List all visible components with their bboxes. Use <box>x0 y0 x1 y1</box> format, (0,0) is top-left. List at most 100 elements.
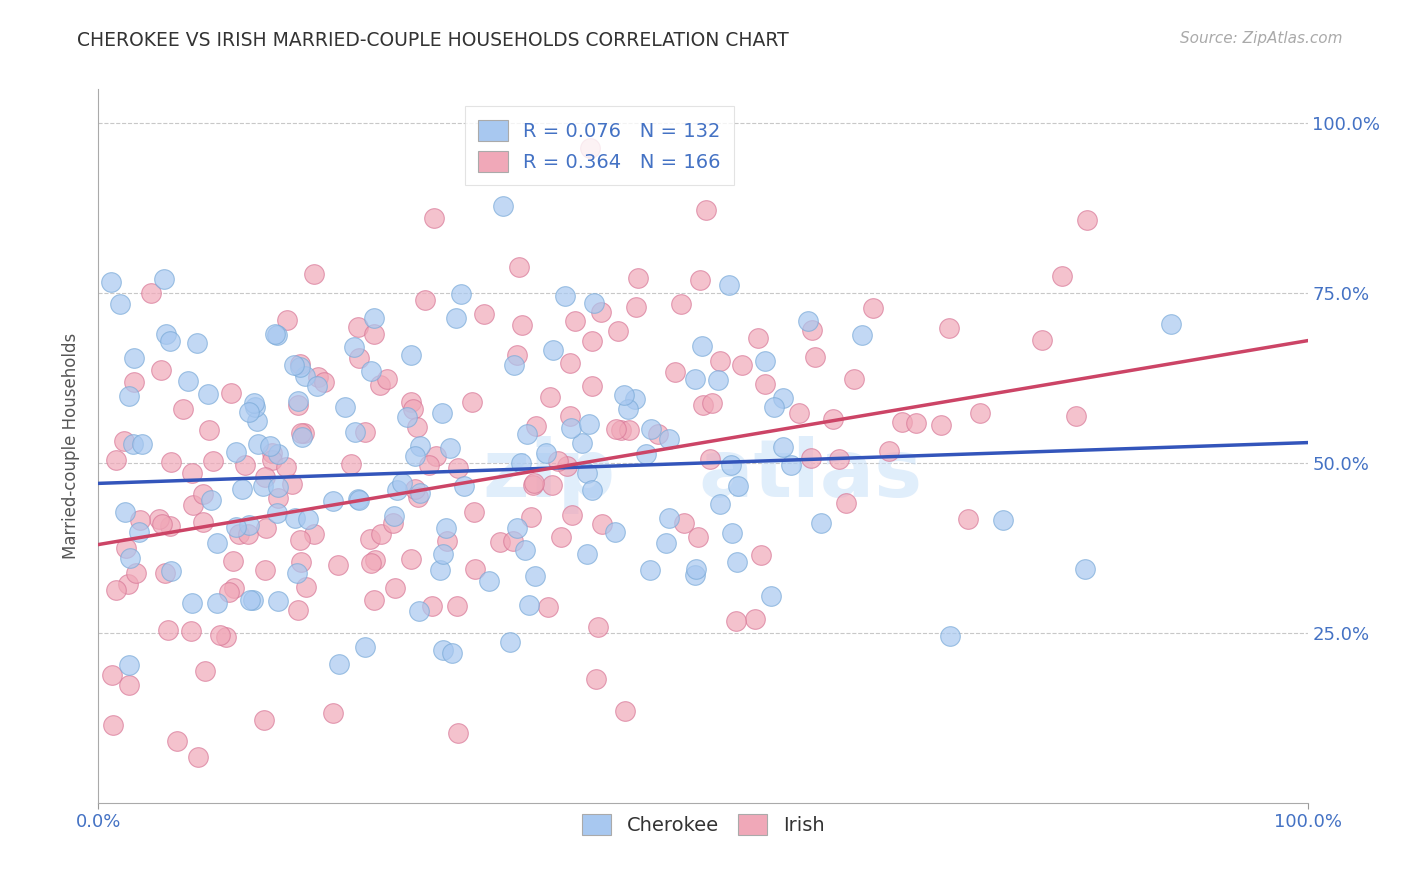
Point <box>571 435 593 450</box>
Point <box>517 599 540 613</box>
Point <box>117 577 139 591</box>
Point <box>156 624 179 638</box>
Point <box>405 482 427 496</box>
Point <box>749 548 772 562</box>
Point <box>288 357 311 371</box>
Point <box>432 547 454 561</box>
Point <box>180 466 202 480</box>
Point <box>197 386 219 401</box>
Point <box>101 668 124 682</box>
Point <box>155 327 177 342</box>
Point <box>193 515 215 529</box>
Point <box>425 449 447 463</box>
Point <box>654 535 676 549</box>
Point <box>513 542 536 557</box>
Point <box>754 354 776 368</box>
Point <box>302 526 325 541</box>
Point <box>105 453 128 467</box>
Point <box>709 354 731 368</box>
Point <box>581 334 603 349</box>
Point <box>333 401 356 415</box>
Point <box>560 421 582 435</box>
Point <box>159 455 181 469</box>
Point <box>509 456 531 470</box>
Point <box>218 584 240 599</box>
Point <box>208 628 231 642</box>
Point <box>222 554 245 568</box>
Point <box>290 555 312 569</box>
Point <box>613 388 636 402</box>
Point <box>446 726 468 740</box>
Point <box>159 519 181 533</box>
Point <box>181 596 204 610</box>
Point <box>446 460 468 475</box>
Point <box>762 400 785 414</box>
Point <box>363 326 385 341</box>
Point <box>349 493 371 508</box>
Point <box>406 420 429 434</box>
Point <box>503 358 526 372</box>
Point <box>804 351 827 365</box>
Point <box>554 289 576 303</box>
Point <box>360 556 382 570</box>
Point <box>177 374 200 388</box>
Point <box>472 307 495 321</box>
Point <box>685 567 707 582</box>
Point <box>520 510 543 524</box>
Point <box>446 599 468 613</box>
Text: CHEROKEE VS IRISH MARRIED-COUPLE HOUSEHOLDS CORRELATION CHART: CHEROKEE VS IRISH MARRIED-COUPLE HOUSEHO… <box>77 31 789 50</box>
Point <box>288 533 311 548</box>
Point <box>322 494 344 508</box>
Point <box>956 511 979 525</box>
Point <box>524 419 547 434</box>
Point <box>148 512 170 526</box>
Point <box>291 430 314 444</box>
Y-axis label: Married-couple Households: Married-couple Households <box>62 333 80 559</box>
Point <box>772 391 794 405</box>
Point <box>172 402 194 417</box>
Point <box>205 536 228 550</box>
Point <box>506 521 529 535</box>
Point <box>463 505 485 519</box>
Point <box>605 421 627 435</box>
Point <box>640 422 662 436</box>
Point <box>139 286 162 301</box>
Point <box>558 356 581 370</box>
Point <box>613 704 636 718</box>
Text: Source: ZipAtlas.com: Source: ZipAtlas.com <box>1180 31 1343 46</box>
Point <box>276 313 298 327</box>
Point <box>669 297 692 311</box>
Point <box>347 491 370 506</box>
Point <box>787 406 810 420</box>
Point <box>1076 213 1098 227</box>
Point <box>118 657 141 672</box>
Point <box>260 446 283 460</box>
Point <box>555 459 578 474</box>
Point <box>939 629 962 643</box>
Point <box>721 525 744 540</box>
Point <box>610 423 633 437</box>
Point <box>905 416 928 430</box>
Point <box>606 324 628 338</box>
Point <box>150 516 173 531</box>
Point <box>307 379 329 393</box>
Point <box>153 272 176 286</box>
Point <box>725 555 748 569</box>
Point <box>254 520 277 534</box>
Point <box>689 272 711 286</box>
Point <box>550 530 572 544</box>
Point <box>810 516 832 530</box>
Point <box>297 511 319 525</box>
Point <box>492 199 515 213</box>
Point <box>420 599 443 613</box>
Point <box>1074 562 1097 576</box>
Point <box>342 340 364 354</box>
Point <box>166 734 188 748</box>
Point <box>537 600 560 615</box>
Point <box>283 358 305 372</box>
Point <box>508 260 530 274</box>
Point <box>1064 409 1087 424</box>
Point <box>260 453 283 467</box>
Point <box>877 444 900 458</box>
Point <box>118 551 141 566</box>
